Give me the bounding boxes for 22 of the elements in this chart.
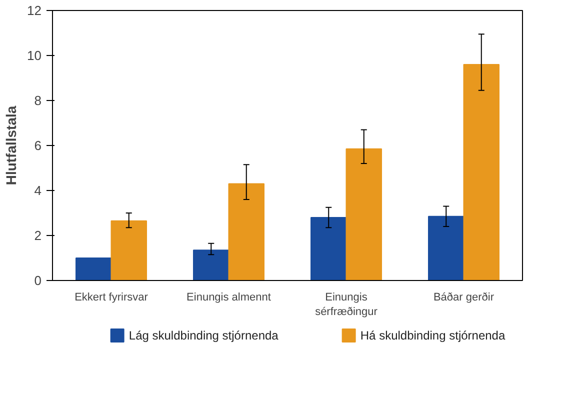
y-tick-label: 12 xyxy=(27,3,42,18)
y-tick-label: 0 xyxy=(34,273,42,288)
bar xyxy=(346,148,382,280)
y-tick-label: 10 xyxy=(27,48,42,63)
bar xyxy=(310,217,347,280)
y-tick-label: 4 xyxy=(34,183,42,198)
x-tick-label: Einungis almennt xyxy=(186,292,271,304)
x-tick-label: Báðar gerðir xyxy=(433,292,494,304)
legend-label: Há skuldbinding stjórnenda xyxy=(360,328,506,342)
y-tick-label: 2 xyxy=(34,228,42,243)
bar xyxy=(110,220,147,280)
y-tick-label: 6 xyxy=(34,138,42,153)
x-tick-label: Einungis sérfræðingur xyxy=(315,292,378,318)
bar xyxy=(228,183,264,280)
legend-label: Lág skuldbinding stjórnenda xyxy=(128,328,279,342)
y-tick-label: 8 xyxy=(34,93,42,108)
bar xyxy=(193,250,230,280)
bar xyxy=(76,258,112,280)
x-tick-label: Ekkert fyrirsvar xyxy=(74,292,148,304)
bar xyxy=(428,216,464,280)
bar xyxy=(463,64,500,280)
y-axis-title: Hlutfallstala xyxy=(3,106,20,186)
